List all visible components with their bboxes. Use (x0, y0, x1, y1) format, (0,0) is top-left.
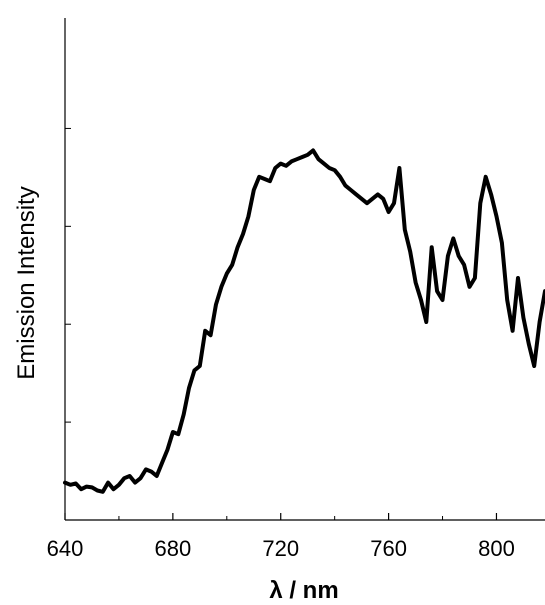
y-axis-title: Emission Intensity (13, 186, 40, 379)
y-ticks (65, 127, 71, 423)
x-ticks (64, 513, 498, 520)
x-tick-labels: 640 680 720 760 800 (47, 536, 515, 561)
x-tick-label-760: 760 (370, 536, 407, 561)
x-tick-label-720: 720 (262, 536, 299, 561)
x-axis-title: λ / nm (269, 577, 338, 604)
x-tick-label-680: 680 (155, 536, 192, 561)
x-tick-label-800: 800 (478, 536, 515, 561)
plot-area: 640 680 720 760 800 (47, 18, 545, 561)
x-tick-label-640: 640 (47, 536, 84, 561)
emission-series-line (63, 148, 545, 494)
